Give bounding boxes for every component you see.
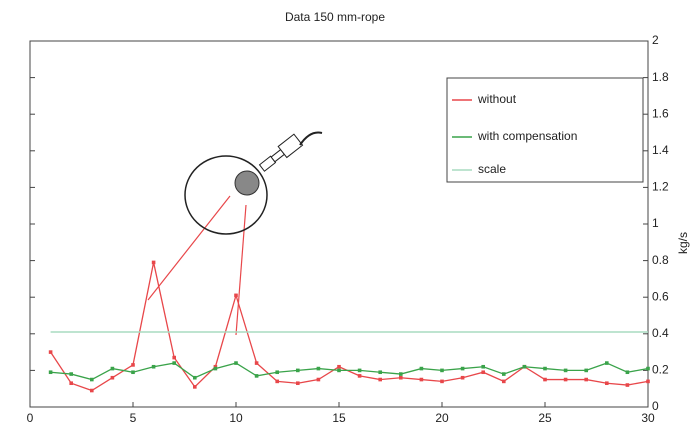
y-tick-label: 0 [652, 399, 659, 413]
point [49, 350, 53, 354]
x-tick-label: 20 [435, 411, 449, 425]
sensor [258, 134, 303, 173]
point [440, 369, 444, 373]
point [111, 376, 115, 380]
x-tick-label: 25 [538, 411, 552, 425]
point [193, 376, 197, 380]
point [131, 370, 135, 374]
legend-label: without [477, 92, 517, 106]
point [626, 370, 630, 374]
point [172, 361, 176, 365]
point [564, 378, 568, 382]
x-tick-label: 30 [641, 411, 655, 425]
point [111, 367, 115, 371]
point [358, 369, 362, 373]
point [131, 363, 135, 367]
point [152, 365, 156, 369]
y-tick-label: 1.4 [652, 143, 669, 157]
point [296, 369, 300, 373]
point [255, 374, 259, 378]
y-tick-label: 1.8 [652, 70, 669, 84]
point [317, 367, 321, 371]
cable [300, 133, 322, 146]
point [399, 376, 403, 380]
point [646, 367, 650, 371]
point [543, 367, 547, 371]
legend-label: with compensation [477, 129, 577, 143]
x-tick-label: 15 [332, 411, 346, 425]
point [461, 367, 465, 371]
point [543, 378, 547, 382]
y-tick-label: 1.6 [652, 106, 669, 120]
point [502, 372, 506, 376]
point [646, 380, 650, 384]
point [193, 385, 197, 389]
point [420, 378, 424, 382]
point [90, 378, 94, 382]
point [378, 370, 382, 374]
point [605, 361, 609, 365]
y-tick-label: 0.2 [652, 363, 669, 377]
point [605, 381, 609, 385]
point [234, 361, 238, 365]
rope-core [235, 171, 259, 195]
point [234, 294, 238, 298]
point [69, 381, 73, 385]
x-tick-label: 5 [130, 411, 137, 425]
point [214, 367, 218, 371]
illustration [148, 133, 322, 336]
point [584, 378, 588, 382]
point [481, 365, 485, 369]
y-tick-label: 0.6 [652, 289, 669, 303]
point [502, 380, 506, 384]
point [275, 380, 279, 384]
point [461, 376, 465, 380]
point [90, 389, 94, 393]
point [440, 380, 444, 384]
point [337, 369, 341, 373]
point [337, 365, 341, 369]
point [523, 365, 527, 369]
point [296, 381, 300, 385]
point [584, 369, 588, 373]
point [420, 367, 424, 371]
y-tick-label: 1.2 [652, 180, 669, 194]
point [69, 372, 73, 376]
point [399, 372, 403, 376]
y-tick-label: 1 [652, 216, 659, 230]
point [378, 378, 382, 382]
point [317, 378, 321, 382]
point [255, 361, 259, 365]
y-tick-label: 2 [652, 33, 659, 47]
point [275, 370, 279, 374]
point [358, 374, 362, 378]
legend-label: scale [478, 162, 506, 176]
x-tick-label: 10 [229, 411, 243, 425]
x-tick-label: 0 [27, 411, 34, 425]
chart: Data 150 mm-rope kg/s 05101520253000.20.… [0, 0, 698, 429]
pointer-line [236, 205, 246, 335]
series-line [51, 262, 648, 390]
chart-title: Data 150 mm-rope [285, 10, 385, 24]
point [481, 370, 485, 374]
rope-section [185, 156, 267, 234]
point [172, 356, 176, 360]
point [152, 261, 156, 265]
point [564, 369, 568, 373]
y-axis-label: kg/s [676, 232, 690, 254]
y-tick-label: 0.8 [652, 253, 669, 267]
point [626, 383, 630, 387]
y-tick-label: 0.4 [652, 326, 669, 340]
point [49, 370, 53, 374]
